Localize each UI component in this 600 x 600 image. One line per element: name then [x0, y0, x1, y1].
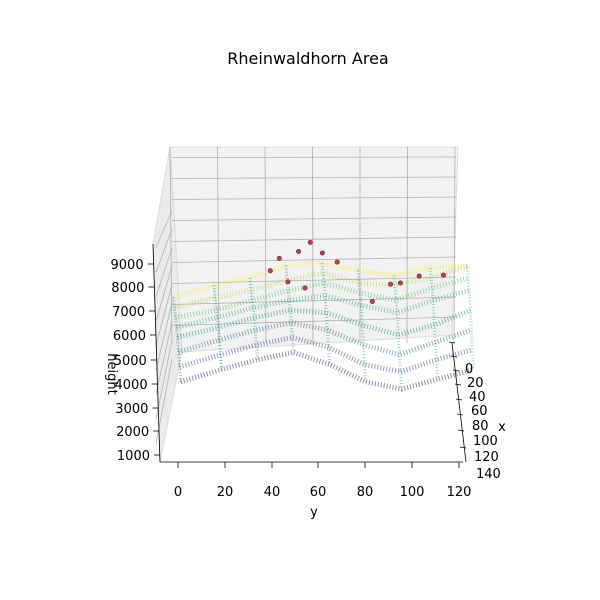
- grid-line-z-side: [155, 321, 173, 395]
- x-tick-mark: [452, 369, 460, 372]
- terrain-column: [284, 265, 296, 353]
- peak-marker: [267, 268, 273, 274]
- x-axis-label: x: [498, 420, 506, 435]
- z-tick-label: 7000: [112, 305, 145, 320]
- grid-line-z-back: [171, 176, 457, 179]
- grid-line-y: [217, 146, 220, 344]
- x-tick-label: 80: [472, 419, 489, 434]
- x-tick-label: 140: [476, 467, 501, 482]
- grid-lines: [155, 146, 457, 444]
- grid-line-y: [406, 146, 408, 344]
- terrain-column: [392, 275, 404, 390]
- z-tick-label: 9000: [111, 258, 144, 273]
- terrain-column: [356, 270, 368, 382]
- peak-marker: [440, 272, 446, 278]
- z-axis-line: [152, 243, 161, 463]
- terrain-row: [180, 349, 475, 392]
- x-tick-label: 20: [467, 376, 484, 391]
- terrain-row: [175, 288, 470, 330]
- peak-marker: [307, 239, 313, 245]
- grid-line-z-side: [155, 229, 173, 273]
- y-tick-label: 120: [447, 485, 472, 500]
- terrain-row: [174, 275, 469, 320]
- x-tick-mark: [450, 355, 458, 358]
- grid-line-z-back: [171, 236, 457, 242]
- terrain-column: [320, 263, 332, 365]
- z-tick-label: 3000: [115, 402, 148, 417]
- y-axis-label: y: [310, 505, 318, 520]
- peak-marker: [369, 298, 375, 304]
- chart-title: Rheinwaldhorn Area: [227, 49, 388, 68]
- peak-marker: [276, 255, 282, 261]
- y-tick-label: 0: [174, 485, 182, 500]
- x-tick-mark: [454, 383, 462, 386]
- terrain-row: [176, 307, 472, 340]
- grid-line-z-side: [155, 340, 173, 420]
- terrain-column: [465, 264, 476, 370]
- z-tick-label: 2000: [116, 425, 149, 440]
- grid-line-z-back: [171, 156, 457, 158]
- y-tick-label: 20: [217, 485, 234, 500]
- z-axis-label: height: [104, 353, 119, 394]
- x-tick-mark: [455, 398, 463, 401]
- y-tick-label: 100: [400, 485, 425, 500]
- pane-back: [152, 146, 459, 463]
- terrain-row: [177, 320, 473, 358]
- x-tick-mark: [456, 413, 464, 416]
- x-tick-label: 60: [471, 404, 488, 419]
- y-tick-label: 80: [357, 485, 374, 500]
- grid-line-y: [453, 146, 456, 344]
- y-tick-label: 40: [264, 485, 281, 500]
- grid-line-z-side: [155, 247, 173, 297]
- peak-markers: [267, 239, 446, 304]
- terrain-surface: [171, 260, 476, 392]
- grid-line-y: [169, 146, 173, 344]
- z-tick-label: 4000: [115, 378, 148, 393]
- peak-marker: [319, 250, 325, 256]
- terrain-row: [173, 263, 468, 310]
- grid-line-z-back: [171, 196, 457, 200]
- peak-marker: [296, 249, 302, 255]
- z-axis-ticks: 1000 2000 3000 4000 5000 6000 7000 8000 9000: [111, 258, 160, 464]
- grid-line-z-back: [171, 256, 457, 263]
- z-tick-label: 5000: [114, 354, 147, 369]
- x-tick-mark: [459, 446, 467, 449]
- peak-marker: [334, 259, 340, 265]
- z-tick-label: 1000: [117, 449, 150, 464]
- grid-line-z-side: [155, 266, 173, 322]
- grid-line-z-back: [171, 216, 457, 221]
- grid-line-z-side: [155, 210, 173, 248]
- peak-marker: [416, 273, 422, 279]
- x-tick-label: 0: [465, 362, 473, 377]
- y-axis-ticks: 0 20 40 60 80 100 120: [174, 462, 472, 500]
- peak-marker: [397, 280, 403, 286]
- grid-line-z-side: [155, 284, 173, 346]
- peak-marker: [302, 285, 308, 291]
- peak-marker: [388, 281, 394, 287]
- y-tick-label: 60: [310, 485, 327, 500]
- z-tick-label: 8000: [111, 281, 144, 296]
- z-tick-label: 6000: [113, 329, 146, 344]
- peak-marker: [285, 279, 291, 285]
- x-tick-mark: [457, 429, 465, 432]
- grid-line-z-side: [155, 303, 173, 371]
- x-tick-label: 100: [473, 434, 498, 449]
- grid-line-z-back: [171, 296, 457, 305]
- grid-line-y: [264, 146, 267, 344]
- x-axis-line: [451, 342, 467, 463]
- x-tick-label: 120: [474, 450, 499, 465]
- x-tick-label: 40: [469, 390, 486, 405]
- x-tick-mark: [448, 341, 456, 344]
